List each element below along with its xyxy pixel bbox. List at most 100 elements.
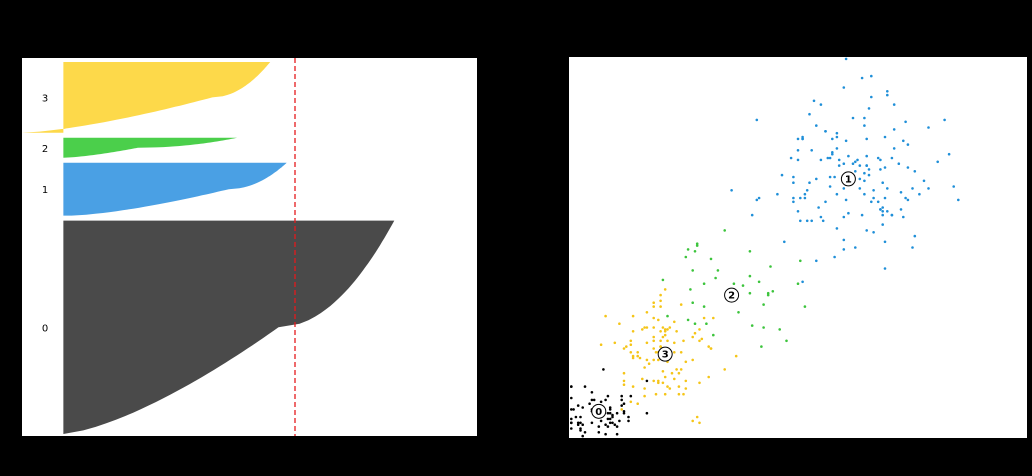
scatter-point-cluster-2: [757, 280, 761, 284]
scatter-point-cluster-2: [762, 326, 765, 329]
scatter-point-cluster-2: [766, 291, 770, 295]
scatter-point-cluster-1: [867, 168, 871, 171]
scatter-point-cluster-1: [863, 124, 866, 127]
scatter-point-cluster-1: [819, 215, 823, 219]
scatter-point-cluster-3: [659, 305, 662, 308]
scatter-point-cluster-3: [675, 368, 678, 371]
scatter-point-cluster-1: [801, 280, 804, 284]
scatter-point-cluster-0: [576, 423, 580, 427]
scatter-point-cluster-3: [652, 358, 655, 362]
scatter-point-cluster-1: [792, 200, 795, 204]
cluster-scatter-plot: 0 1 2 3: [569, 57, 1027, 438]
scatter-point-cluster-1: [890, 213, 894, 217]
scatter-point-cluster-3: [629, 343, 633, 347]
scatter-point-cluster-3: [631, 314, 635, 318]
scatter-point-cluster-3: [691, 358, 694, 362]
scatter-point-cluster-1: [906, 143, 910, 146]
scatter-point-cluster-3: [661, 381, 665, 385]
scatter-point-cluster-0: [579, 427, 582, 430]
scatter-point-cluster-0: [620, 398, 623, 402]
scatter-point-cluster-1: [819, 158, 823, 162]
scatter-point-cluster-0: [572, 408, 575, 411]
scatter-point-cluster-0: [606, 394, 610, 398]
scatter-point-cluster-2: [796, 282, 800, 286]
scatter-point-cluster-3: [652, 316, 655, 320]
scatter-point-cluster-1: [890, 156, 894, 160]
scatter-point-cluster-3: [698, 328, 701, 331]
cluster-center-label: 0: [595, 407, 602, 418]
scatter-point-cluster-1: [847, 211, 850, 215]
scatter-point-cluster-1: [828, 175, 832, 179]
scatter-point-cluster-2: [748, 291, 752, 295]
scatter-point-cluster-1: [792, 175, 795, 179]
scatter-point-cluster-3: [652, 339, 655, 343]
scatter-point-cluster-0: [611, 413, 614, 417]
scatter-point-cluster-1: [863, 179, 866, 183]
silhouette-cluster-labels: 0 1 2 3: [42, 93, 48, 334]
scatter-point-cluster-2: [712, 333, 715, 337]
scatter-point-cluster-3: [698, 381, 701, 385]
scatter-point-cluster-3: [677, 371, 681, 375]
scatter-point-cluster-1: [815, 177, 818, 181]
scatter-point-cluster-1: [817, 206, 820, 209]
scatter-point-cluster-3: [643, 326, 646, 329]
scatter-point-cluster-0: [608, 421, 612, 425]
scatter-point-cluster-3: [625, 345, 628, 348]
scatter-point-cluster-2: [702, 305, 706, 308]
scatter-point-cluster-1: [842, 86, 846, 89]
scatter-point-cluster-1: [865, 137, 868, 141]
scatter-point-cluster-2: [769, 265, 772, 268]
scatter-point-cluster-1: [865, 229, 868, 232]
cluster-center-1: 1: [840, 171, 856, 187]
scatter-point-cluster-1: [863, 116, 866, 120]
silhouette-cluster-0: [63, 220, 395, 434]
silhouette-cluster-2: [63, 137, 238, 158]
scatter-point-cluster-1: [776, 192, 779, 196]
scatter-point-cluster-0: [602, 368, 605, 371]
scatter-point-cluster-3: [618, 322, 621, 326]
scatter-point-cluster-3: [682, 392, 685, 396]
scatter-point-cluster-2: [695, 244, 699, 247]
scatter-point-cluster-0: [583, 431, 587, 434]
scatter-point-cluster-3: [661, 335, 665, 339]
scatter-point-cluster-2: [686, 318, 690, 322]
cluster-center-label: 3: [662, 350, 669, 361]
scatter-point-cluster-0: [579, 421, 582, 425]
scatter-point-cluster-1: [881, 223, 884, 226]
scatter-point-cluster-3: [673, 351, 676, 354]
scatter-point-cluster-0: [570, 417, 573, 421]
scatter-point-cluster-1: [801, 135, 804, 139]
scatter-point-cluster-1: [883, 166, 887, 169]
scatter-point-cluster-3: [673, 320, 676, 324]
scatter-point-cluster-2: [778, 328, 781, 331]
scatter-point-cluster-1: [792, 196, 795, 200]
scatter-point-cluster-2: [723, 229, 726, 232]
scatter-point-cluster-3: [631, 354, 635, 358]
scatter-point-cluster-1: [810, 219, 813, 223]
scatter-point-cluster-3: [700, 337, 704, 341]
scatter-point-cluster-3: [659, 299, 662, 303]
silhouette-cluster-1: [63, 162, 287, 216]
cluster-centers: 0 1 2 3: [591, 171, 856, 419]
scatter-point-cluster-2: [748, 274, 752, 278]
scatter-point-cluster-3: [599, 343, 603, 347]
scatter-point-cluster-2: [766, 293, 770, 297]
scatter-point-cluster-3: [663, 375, 667, 379]
scatter-point-cluster-3: [613, 341, 617, 345]
scatter-point-cluster-1: [904, 196, 907, 200]
silhouette-cluster-3: [22, 62, 271, 133]
scatter-point-cluster-0: [597, 431, 601, 434]
scatter-point-cluster-0: [579, 429, 582, 432]
scatter-point-cluster-2: [748, 250, 752, 253]
scatter-point-cluster-0: [604, 398, 607, 402]
scatter-point-cluster-1: [796, 158, 800, 162]
scatter-point-cluster-3: [654, 351, 658, 354]
scatter-point-cluster-1: [803, 192, 807, 196]
scatter-point-cluster-2: [693, 322, 697, 326]
scatter-point-cluster-0: [570, 396, 573, 400]
scatter-point-cluster-1: [881, 181, 884, 184]
scatter-point-cluster-1: [801, 137, 804, 141]
scatter-point-cluster-3: [647, 362, 651, 366]
scatter-point-cluster-1: [876, 156, 880, 160]
scatter-point-cluster-3: [622, 347, 626, 350]
